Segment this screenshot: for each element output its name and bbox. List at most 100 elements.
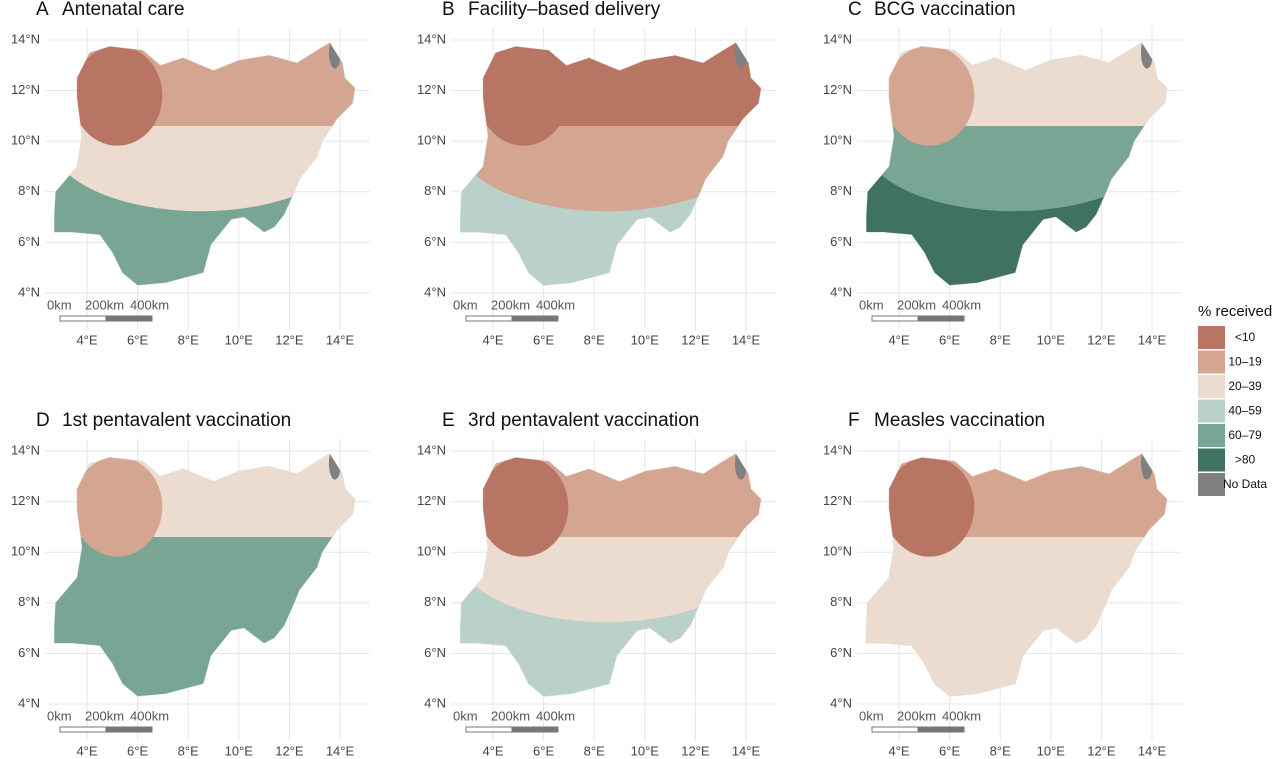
country-outline	[865, 453, 1168, 697]
scale-label: 200km	[85, 708, 124, 723]
lon-tick-label: 8°E	[584, 743, 605, 758]
zone-nodata	[734, 42, 747, 69]
map-panel: E 3rd pentavalent vaccination 14°N 12°N 10°N…	[417, 410, 776, 758]
lon-tick-label: 4°E	[76, 743, 97, 758]
panel-title: Antenatal care	[62, 0, 185, 20]
lon-tick-label: 4°E	[76, 332, 97, 347]
lat-tick-label: 12°N	[11, 493, 40, 508]
lat-tick-label: 12°N	[417, 493, 446, 508]
scale-label: 0km	[47, 708, 72, 723]
lon-tick-label: 6°E	[939, 332, 960, 347]
zone-northwest	[478, 45, 569, 146]
lon-tick-label: 8°E	[990, 743, 1011, 758]
scale-label: 0km	[453, 708, 478, 723]
lon-tick-label: 6°E	[939, 743, 960, 758]
lat-tick-label: 10°N	[823, 133, 852, 148]
scale-bar	[871, 726, 919, 733]
lat-tick-label: 6°N	[18, 645, 40, 660]
lon-tick-label: 4°E	[482, 743, 503, 758]
lon-tick-label: 12°E	[275, 332, 304, 347]
zone-nodata	[328, 453, 341, 480]
lat-tick-label: 4°N	[830, 695, 852, 710]
legend-label: 20–39	[1228, 379, 1262, 393]
scale-label: 0km	[453, 297, 478, 312]
scale-bar	[917, 726, 965, 733]
lon-tick-label: 10°E	[631, 332, 660, 347]
lon-tick-label: 4°E	[482, 332, 503, 347]
zone-northwest	[884, 45, 975, 146]
lat-tick-label: 4°N	[830, 284, 852, 299]
panel-title: Measles vaccination	[874, 410, 1045, 431]
panel-label: F	[848, 410, 860, 431]
lat-tick-label: 10°N	[417, 133, 446, 148]
scale-label: 0km	[47, 297, 72, 312]
lon-tick-label: 10°E	[225, 743, 254, 758]
scale-bar	[511, 315, 559, 322]
lat-tick-label: 4°N	[424, 284, 446, 299]
legend-title: % received	[1198, 303, 1272, 320]
lat-tick-label: 8°N	[18, 594, 40, 609]
legend-label: >80	[1235, 453, 1256, 467]
scale-bar	[917, 315, 965, 322]
lat-tick-label: 6°N	[830, 234, 852, 249]
lat-tick-label: 6°N	[830, 645, 852, 660]
scale-label: 0km	[859, 297, 884, 312]
lat-tick-label: 14°N	[417, 442, 446, 457]
country-outline	[53, 453, 356, 697]
zone-northwest	[72, 45, 163, 146]
scale-label: 400km	[536, 708, 575, 723]
scale-label: 400km	[536, 297, 575, 312]
scale-bar	[511, 726, 559, 733]
scale-label: 400km	[130, 297, 169, 312]
lat-tick-label: 6°N	[424, 234, 446, 249]
lat-tick-label: 10°N	[11, 133, 40, 148]
lon-tick-label: 6°E	[533, 332, 554, 347]
scale-label: 200km	[491, 708, 530, 723]
legend-label: 60–79	[1228, 428, 1262, 442]
legend-swatch	[1198, 375, 1225, 398]
lon-tick-label: 12°E	[681, 743, 710, 758]
lat-tick-label: 8°N	[18, 183, 40, 198]
lat-tick-label: 12°N	[823, 493, 852, 508]
legend-label: <10	[1235, 330, 1256, 344]
panel-title: BCG vaccination	[874, 0, 1016, 20]
map-panel: F Measles vaccination 14°N 12°N 10°N 8°N 6°N 4°…	[823, 410, 1182, 758]
lon-tick-label: 12°E	[275, 743, 304, 758]
panel-label: B	[442, 0, 455, 20]
lat-tick-label: 10°N	[417, 544, 446, 559]
lon-tick-label: 6°E	[127, 743, 148, 758]
scale-bar	[59, 315, 107, 322]
scale-label: 200km	[491, 297, 530, 312]
legend-label: 10–19	[1228, 355, 1262, 369]
panel-label: E	[442, 410, 455, 431]
legend-label: 40–59	[1228, 404, 1262, 418]
lat-tick-label: 8°N	[830, 183, 852, 198]
lon-tick-label: 6°E	[533, 743, 554, 758]
country-outline	[459, 453, 762, 697]
legend-swatch	[1198, 473, 1225, 496]
map-panel: A Antenatal care 14°N 12°N 10°N 8°N 6°N 4°N 4°E 6…	[11, 0, 370, 347]
country-outline	[865, 42, 1168, 286]
scale-label: 200km	[897, 708, 936, 723]
panel-label: A	[36, 0, 49, 20]
lat-tick-label: 6°N	[424, 645, 446, 660]
lat-tick-label: 8°N	[424, 594, 446, 609]
lat-tick-label: 14°N	[11, 442, 40, 457]
panel-title: 1st pentavalent vaccination	[62, 410, 291, 431]
lon-tick-label: 4°E	[888, 743, 909, 758]
lat-tick-label: 6°N	[18, 234, 40, 249]
lat-tick-label: 12°N	[417, 82, 446, 97]
panel-label: C	[848, 0, 862, 20]
lon-tick-label: 12°E	[681, 332, 710, 347]
lon-tick-label: 14°E	[1138, 332, 1167, 347]
map-panel: B Facility–based delivery 14°N 12°N 10°N 8°N 6…	[417, 0, 776, 347]
scale-bar	[871, 315, 919, 322]
legend-swatch	[1198, 399, 1225, 423]
legend-swatch	[1198, 448, 1225, 472]
lon-tick-label: 14°E	[326, 743, 355, 758]
scale-bar	[105, 315, 153, 322]
zone-nodata	[328, 42, 341, 69]
lon-tick-label: 6°E	[127, 332, 148, 347]
scale-bar	[59, 726, 107, 733]
